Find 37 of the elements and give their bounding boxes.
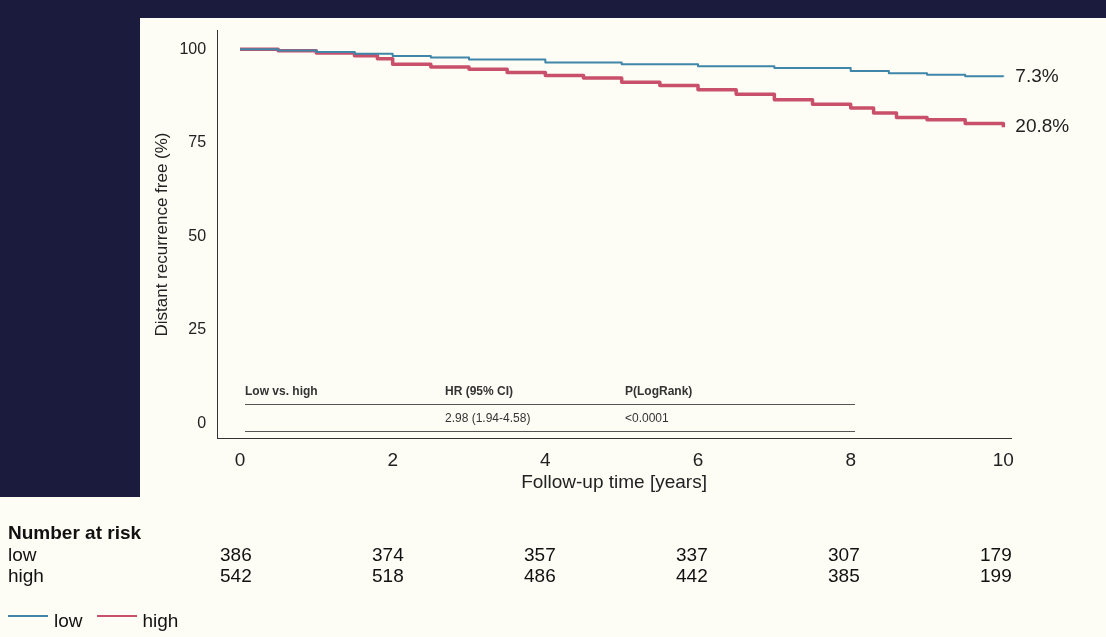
text: 486 [524,565,556,587]
y-tick-label: 50 [188,226,207,244]
y-axis-title: Distant recurrence free (%) [151,132,171,337]
annotation: 7.3% [1015,64,1059,86]
annotation: HR (95% CI) [445,384,514,398]
legend-label: high [142,610,179,632]
text: 199 [980,565,1012,587]
text: 307 [828,544,860,566]
x-tick-label: 2 [387,449,398,471]
text: 374 [372,544,404,566]
text: Number at risk [8,522,143,544]
x-tick-label: 6 [692,449,704,471]
annotation: P(LogRank) [625,384,694,398]
text: 518 [372,565,404,587]
annotation: <0.0001 [625,411,670,425]
annotation: 2.98 (1.94-4.58) [445,411,532,425]
annotation: Low vs. high [245,384,319,398]
text: 179 [980,544,1012,566]
text: high [8,565,44,587]
y-tick-label: 75 [188,133,207,151]
y-tick-label: 100 [179,39,207,57]
text: 385 [828,565,860,587]
annotation: 20.8% [1015,115,1070,137]
x-tick-label: 0 [234,449,246,471]
text: 357 [524,544,556,566]
legend-label: low [54,610,83,632]
x-tick-label: 8 [845,449,856,471]
text: 386 [220,544,252,566]
y-tick-label: 0 [197,413,207,431]
y-tick-label: 25 [188,320,207,338]
text: low [8,544,37,566]
text: 442 [676,565,708,587]
x-tick-label: 10 [992,449,1014,471]
x-tick-label: 4 [540,449,552,471]
x-axis-title: Follow-up time [years] [521,470,707,492]
text: 337 [676,544,708,566]
text: 542 [220,565,252,587]
